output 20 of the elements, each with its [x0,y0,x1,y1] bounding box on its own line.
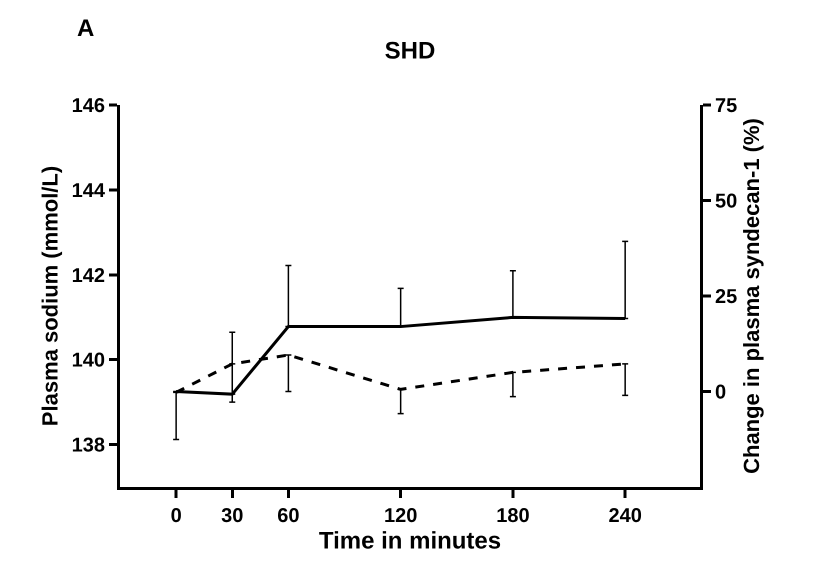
y-tick-label: 142 [72,264,105,287]
x-axis-title: Time in minutes [318,527,502,554]
y2-tick-label: 75 [715,95,738,117]
y-tick-label: 138 [72,434,105,457]
x-tick-label: 120 [384,505,418,527]
x-tick-label: 0 [170,505,182,527]
y-tick-label: 140 [72,350,105,372]
chart-title: SHD [384,37,436,64]
x-tick-label: 240 [608,505,642,527]
y-tick-label: 146 [72,95,105,117]
y-tick-label: 144 [72,180,106,202]
x-tick-label: 180 [496,505,530,527]
y2-tick-label: 0 [715,382,726,404]
y2-tick-label: 50 [715,190,738,212]
x-tick-label: 60 [277,505,300,527]
y2-tick-label: 25 [715,286,738,308]
y2-axis-title: Change in plasma syndecan-1 (%) [739,118,764,474]
text: A [77,15,94,42]
y-axis-title: Plasma sodium (mmol/L) [37,166,62,426]
x-tick-label: 30 [221,505,244,527]
